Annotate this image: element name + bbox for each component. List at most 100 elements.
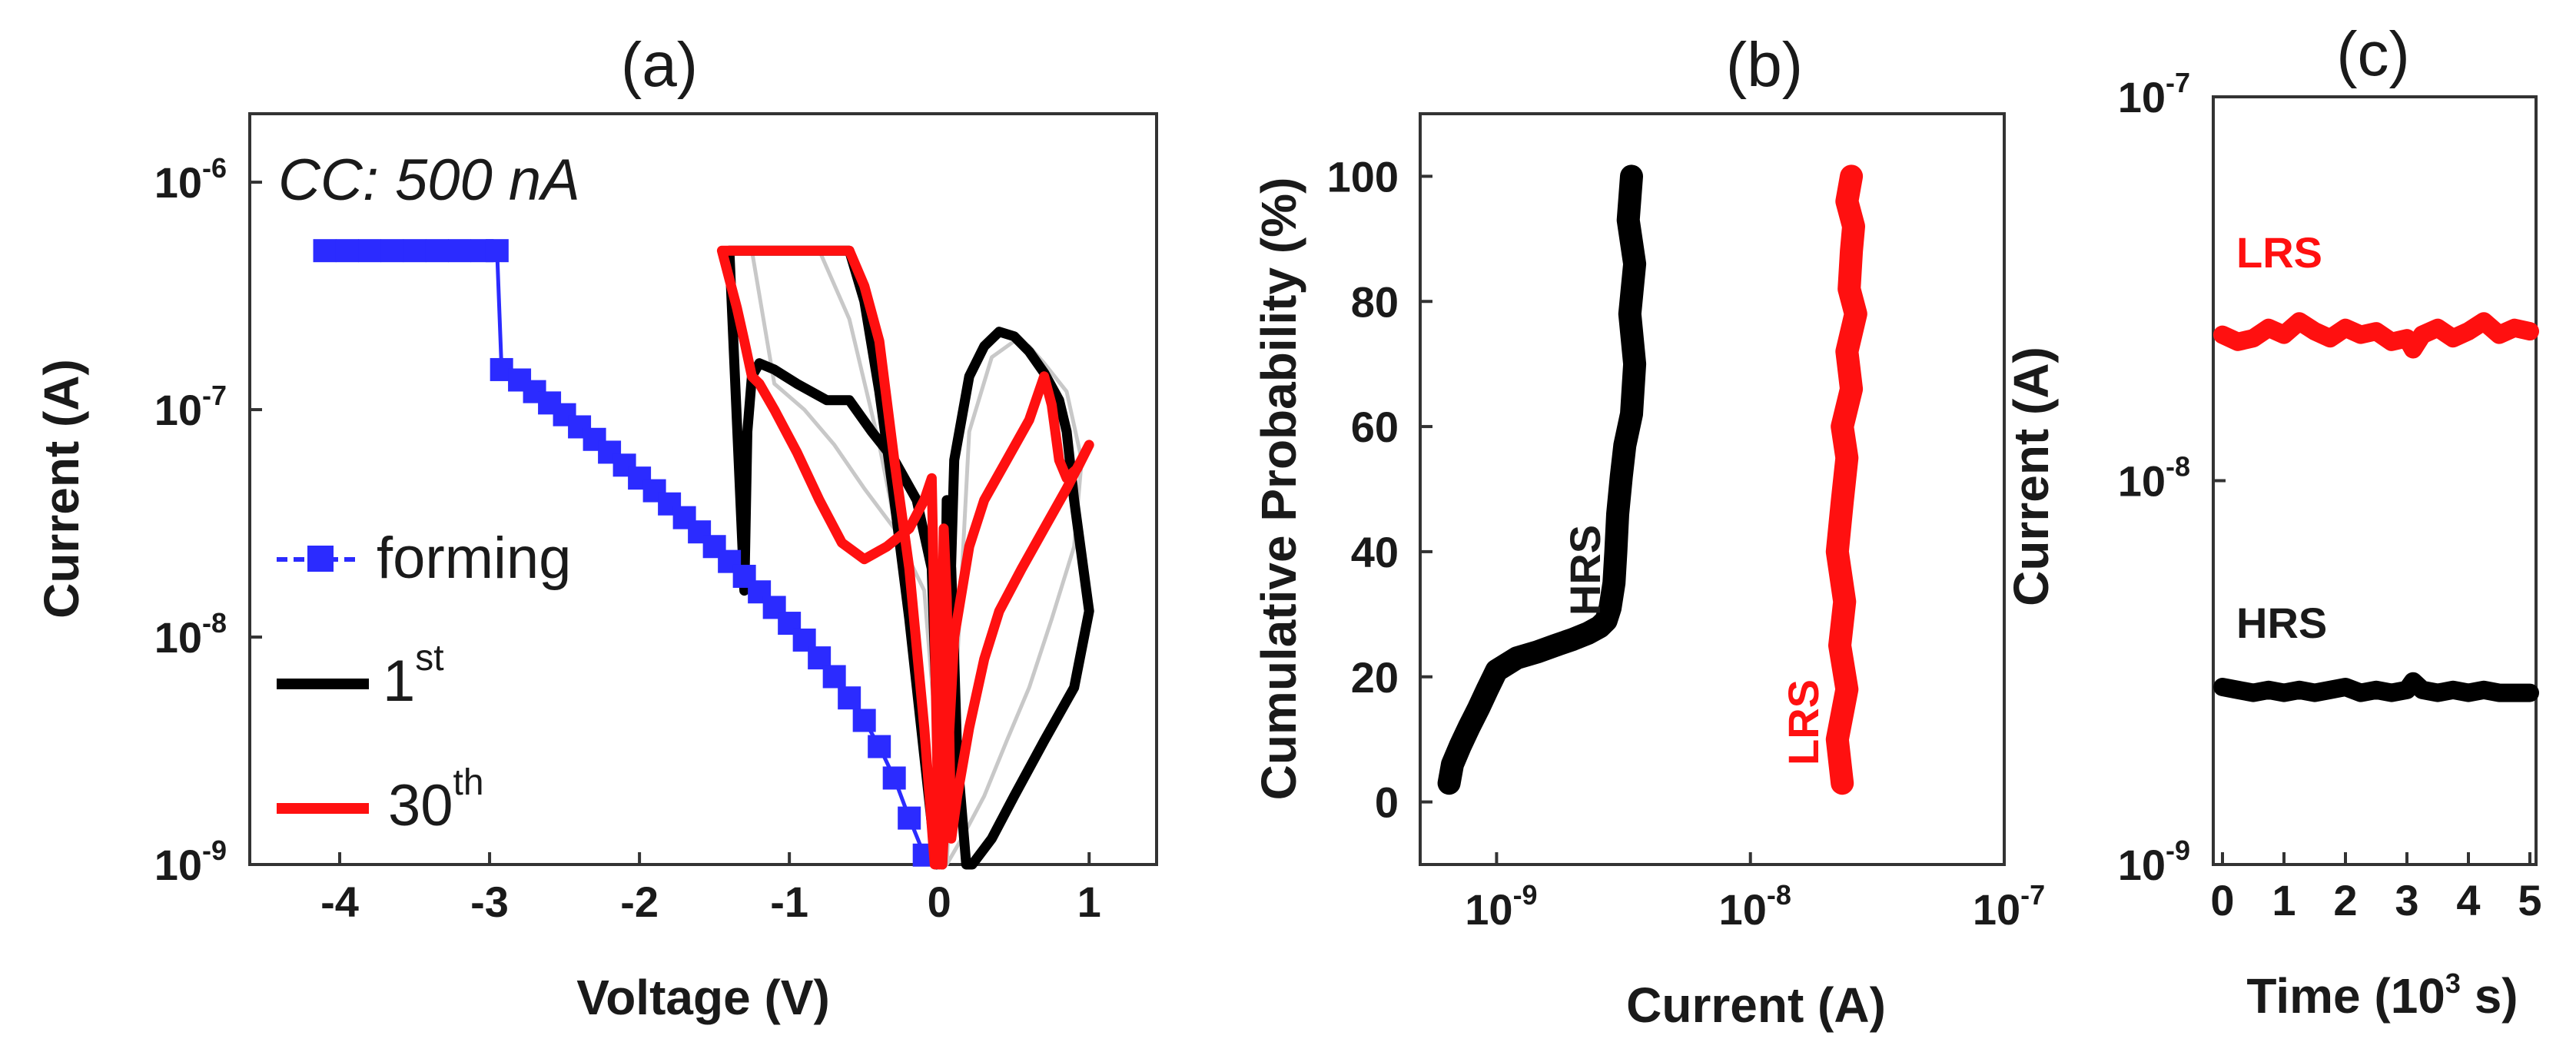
panel-b-xtick-label: 10-8: [1719, 879, 1791, 934]
panel-c-ytick-label: 10-8: [2118, 451, 2190, 506]
panel-b-xlabel: Current (A): [1626, 977, 1886, 1033]
panel-a-forming-point: [425, 239, 449, 263]
panel-a-title: (a): [621, 30, 698, 100]
panel-b-xtick-label-exponent: -7: [2020, 879, 2045, 911]
panel-c-xtick-label: 2: [2333, 876, 2357, 924]
panel-c-ytick-label-exponent: -8: [2166, 451, 2190, 483]
panel-a-forming-point: [898, 806, 921, 830]
panel-a-series-30th: [716, 245, 1094, 870]
panel-a-ytick-label: 10-9: [154, 835, 227, 889]
panel-c-xlabel: Time (103 s): [2246, 967, 2518, 1024]
panel-b-ytick-label: 0: [1375, 778, 1399, 827]
panel-b-series-HRS: [1437, 164, 1647, 795]
panel-c-ytick-label-base: 10: [2118, 73, 2166, 121]
panel-a-forming-point: [335, 239, 359, 263]
panel-b-xtick-label-base: 10: [1719, 885, 1767, 934]
panel-a-forming-point: [358, 239, 382, 263]
panel-a: (a) -4 -3 -2 -1 0 110-910-810-710-6 CC: 500 n…: [34, 30, 1158, 1025]
panel-a-forming-point: [380, 239, 404, 263]
panel-c-xlabel-main: Time (10: [2246, 968, 2445, 1024]
legend-1st-suffix: st: [415, 638, 443, 679]
panel-c-ytick-label: 10-9: [2118, 835, 2190, 889]
panel-a-ytick-label-base: 10: [154, 613, 202, 662]
panel-a-forming-point: [403, 239, 427, 263]
panel-a-ytick-label-base: 10: [154, 386, 202, 434]
panel-b-ytick-label: 40: [1351, 528, 1399, 576]
compliance-annotation: CC: 500 nA: [278, 148, 580, 213]
panel-c-xlabel-unit: s): [2461, 968, 2518, 1024]
panel-b-lrs-label: LRS: [1779, 679, 1827, 765]
panel-c-series: [2213, 312, 2539, 702]
panel-b-ytick-label: 20: [1351, 653, 1399, 702]
panel-c-title: (c): [2336, 19, 2410, 89]
panel-c-xtick-label: 0: [2210, 876, 2234, 924]
panel-c: (c) 0 1 2 3 4 510-910-810-7 LRS HRS Time (103…: [2003, 19, 2542, 1024]
panel-b-series-LRS: [1825, 164, 1867, 795]
panel-a-series: [313, 239, 1094, 870]
legend-1st-label: 1st: [383, 638, 444, 714]
panel-a-xtick-label: -4: [320, 878, 359, 926]
panel-b-ytick-label: 100: [1327, 152, 1399, 201]
panel-a-ytick-label: 10-7: [154, 380, 227, 434]
panel-a-ytick-label: 10-6: [154, 152, 227, 207]
legend-30th-label: 30th: [388, 762, 484, 838]
legend-forming-label: forming: [377, 526, 571, 591]
panel-a-forming-point: [485, 239, 509, 263]
panel-c-xtick-label: 3: [2395, 876, 2418, 924]
panel-a-forming-point: [882, 766, 906, 790]
legend-1st-number: 1: [383, 649, 415, 714]
panel-c-ytick-label-exponent: -9: [2166, 835, 2190, 866]
panel-c-series-HRS: [2213, 672, 2539, 702]
panel-b-ytick-label: 80: [1351, 277, 1399, 326]
panel-a-forming-point: [313, 239, 337, 263]
panel-a-frame: [248, 112, 1158, 866]
panel-c-series-LRS: [2213, 312, 2539, 359]
panel-b-xtick-label: 10-9: [1465, 879, 1537, 934]
panel-c-xtick-label: 4: [2456, 876, 2480, 924]
panel-c-hrs-label: HRS: [2236, 599, 2327, 647]
panel-c-xtick-label: 5: [2518, 876, 2541, 924]
panel-b-series: [1437, 164, 1867, 795]
panel-c-lrs-label: LRS: [2236, 228, 2322, 277]
panel-c-ytick-label-base: 10: [2118, 841, 2166, 889]
panel-c-frame: [2212, 95, 2538, 866]
panel-b-frame: [1419, 112, 2006, 866]
panel-a-xtick-label: 1: [1077, 878, 1101, 926]
panel-a-ytick-label-exponent: -6: [202, 152, 227, 184]
panel-b-xtick-label: 10-7: [1973, 879, 2045, 934]
panel-a-xlabel: Voltage (V): [576, 970, 830, 1025]
legend-30th-number: 30: [388, 773, 453, 838]
legend-forming-marker: [307, 546, 334, 572]
panel-c-ylabel: Current (A): [2003, 347, 2059, 606]
panel-a-ticks: -4 -3 -2 -1 0 110-910-810-710-6: [154, 152, 1101, 926]
panel-b-title: (b): [1726, 30, 1803, 100]
panel-a-ylabel: Current (A): [34, 359, 89, 619]
panel-a-ytick-label-exponent: -9: [202, 835, 227, 866]
legend-30th-suffix: th: [453, 762, 484, 803]
panel-b-xtick-label-base: 10: [1973, 885, 2020, 934]
panel-a-ytick-label-exponent: -7: [202, 380, 227, 411]
panel-a-legend: forming 1st 30th: [277, 526, 571, 838]
panel-b-ytick-label: 60: [1351, 403, 1399, 451]
panel-a-ytick-label-exponent: -8: [202, 607, 227, 639]
panel-a-forming-point: [822, 665, 846, 689]
panel-b-xtick-label-exponent: -8: [1767, 879, 1791, 911]
panel-a-xtick-label: -2: [620, 878, 659, 926]
panel-c-xlabel-exponent: 3: [2445, 967, 2461, 999]
panel-b-xtick-label-base: 10: [1465, 885, 1512, 934]
panel-c-ticks: 0 1 2 3 4 510-910-810-7: [2118, 67, 2542, 924]
panel-a-ytick-label-base: 10: [154, 158, 202, 207]
panel-b-ylabel: Cumulative Probability (%): [1251, 178, 1306, 801]
panel-c-ytick-label-base: 10: [2118, 457, 2166, 506]
panel-a-xtick-label: -1: [770, 878, 808, 926]
panel-c-xtick-label: 1: [2272, 876, 2295, 924]
panel-a-forming-point: [448, 239, 472, 263]
panel-a-forming-point: [838, 686, 861, 710]
panel-a-ytick-label-base: 10: [154, 841, 202, 889]
panel-a-xtick-label: 0: [928, 878, 951, 926]
panel-b-xtick-label-exponent: -9: [1513, 879, 1538, 911]
panel-c-ytick-label: 10-7: [2118, 67, 2190, 121]
